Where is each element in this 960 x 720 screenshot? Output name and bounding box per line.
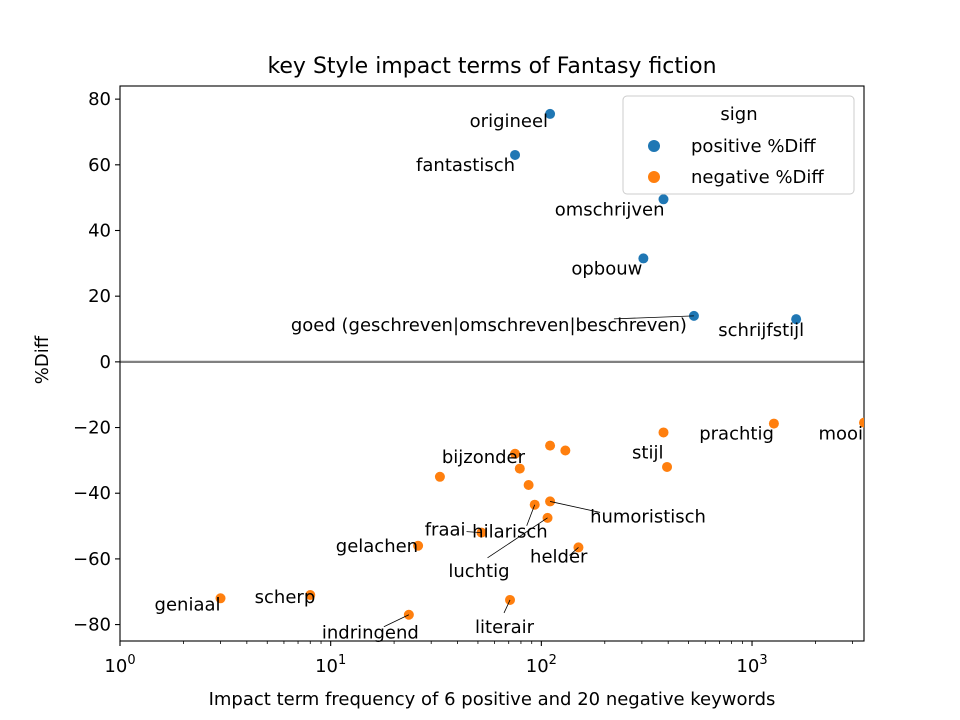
point-label: fraai — [425, 520, 466, 541]
label-leader-line — [549, 501, 601, 513]
negative-point — [560, 445, 571, 456]
point-label: origineel — [470, 111, 548, 132]
negative-point — [505, 594, 516, 605]
point-label: helder — [530, 546, 588, 567]
label-leader-line — [503, 599, 511, 614]
legend-title: sign — [720, 104, 757, 125]
label-leader-line — [466, 531, 482, 534]
point-label: gelachen — [336, 536, 418, 557]
axes-frame — [119, 85, 865, 642]
negative-point — [413, 540, 424, 551]
positive-point — [658, 194, 669, 205]
positive-point — [510, 149, 521, 160]
point-label: schrijfstijl — [718, 320, 804, 341]
point-label: omschrijven — [555, 199, 665, 220]
x-axis-label: Impact term frequency of 6 positive and … — [209, 689, 776, 710]
negative-point — [305, 590, 316, 601]
legend-entry: negative %Diff — [691, 167, 824, 188]
legend-marker — [648, 140, 660, 152]
negative-point — [215, 593, 226, 604]
y-tick-label: 60 — [88, 155, 111, 176]
y-tick-label: 80 — [88, 89, 111, 110]
point-label: stijl — [632, 442, 663, 463]
label-leader-line — [569, 547, 579, 556]
point-label: luchtig — [448, 561, 509, 582]
label-leader-line — [383, 614, 410, 628]
y-tick-label: 0 — [100, 352, 111, 373]
label-leader-line — [487, 517, 548, 559]
point-label: opbouw — [571, 258, 642, 279]
negative-point — [510, 448, 521, 459]
negative-point — [658, 427, 669, 438]
y-tick-label: −60 — [73, 549, 111, 570]
y-axis-label: %Diff — [32, 335, 53, 384]
x-tick-label: 101 — [315, 653, 346, 677]
negative-point — [545, 440, 556, 451]
chart-title: key Style impact terms of Fantasy fictio… — [267, 54, 716, 79]
positive-point — [791, 314, 802, 325]
negative-point — [768, 418, 779, 429]
negative-point — [434, 471, 445, 482]
y-tick-label: −40 — [73, 483, 111, 504]
legend-box — [622, 95, 855, 195]
y-tick-label: −80 — [73, 615, 111, 636]
negative-point — [523, 480, 534, 491]
point-label: prachtig — [699, 424, 774, 445]
point-label: scherp — [255, 587, 316, 608]
point-label: geniaal — [155, 594, 221, 615]
legend-entry: positive %Diff — [691, 136, 816, 157]
positive-point — [638, 253, 649, 264]
point-label: fantastisch — [416, 155, 515, 176]
y-tick-label: 40 — [88, 220, 111, 241]
point-label: mooi — [818, 424, 863, 445]
label-leader-line — [613, 315, 694, 320]
point-label: bijzonder — [442, 447, 526, 468]
legend: sign positive %Diff negative %Diff — [622, 95, 855, 195]
negative-point — [859, 417, 864, 428]
negative-point — [662, 461, 673, 472]
point-label: hilarisch — [472, 522, 548, 543]
positive-point — [545, 108, 556, 119]
y-tick-label: 20 — [88, 286, 111, 307]
point-label: literair — [475, 617, 535, 638]
legend-marker — [648, 171, 660, 183]
point-label: goed (geschreven|omschreven|beschreven) — [291, 315, 687, 336]
negative-point — [514, 463, 525, 474]
point-label: humoristisch — [590, 506, 706, 527]
point-label: indringend — [322, 623, 419, 644]
y-tick-label: −20 — [73, 418, 111, 439]
label-leader-line — [526, 504, 536, 526]
